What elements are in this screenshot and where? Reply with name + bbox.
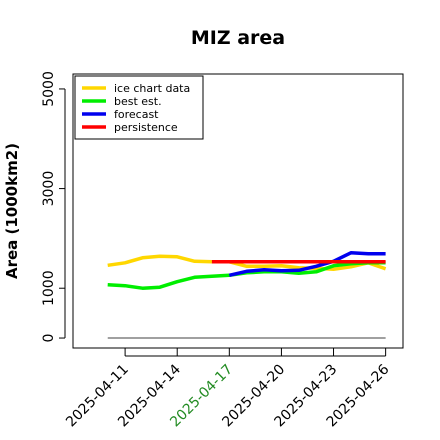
y-tick-label: 1000: [41, 270, 57, 306]
chart-title: MIZ area: [191, 27, 285, 49]
y-axis: 0 1000 3000 5000: [41, 71, 66, 343]
series-line-forecast: [228, 251, 386, 278]
y-tick-label: 5000: [41, 71, 57, 107]
x-axis: 2025-04-112025-04-142025-04-172025-04-20…: [63, 348, 393, 430]
legend-label: ice chart data: [114, 82, 190, 95]
legend-label: persistence: [114, 121, 178, 134]
legend-label: best est.: [114, 95, 162, 108]
series-line-ice-chart-data: [107, 254, 387, 272]
series-layer: [107, 251, 387, 290]
y-tick-label: 3000: [41, 171, 57, 207]
plot-frame: [72, 73, 404, 349]
legend-label: forecast: [114, 108, 159, 121]
y-axis-title: Area (1000km2): [3, 143, 21, 279]
y-tick-label: 0: [41, 334, 57, 343]
